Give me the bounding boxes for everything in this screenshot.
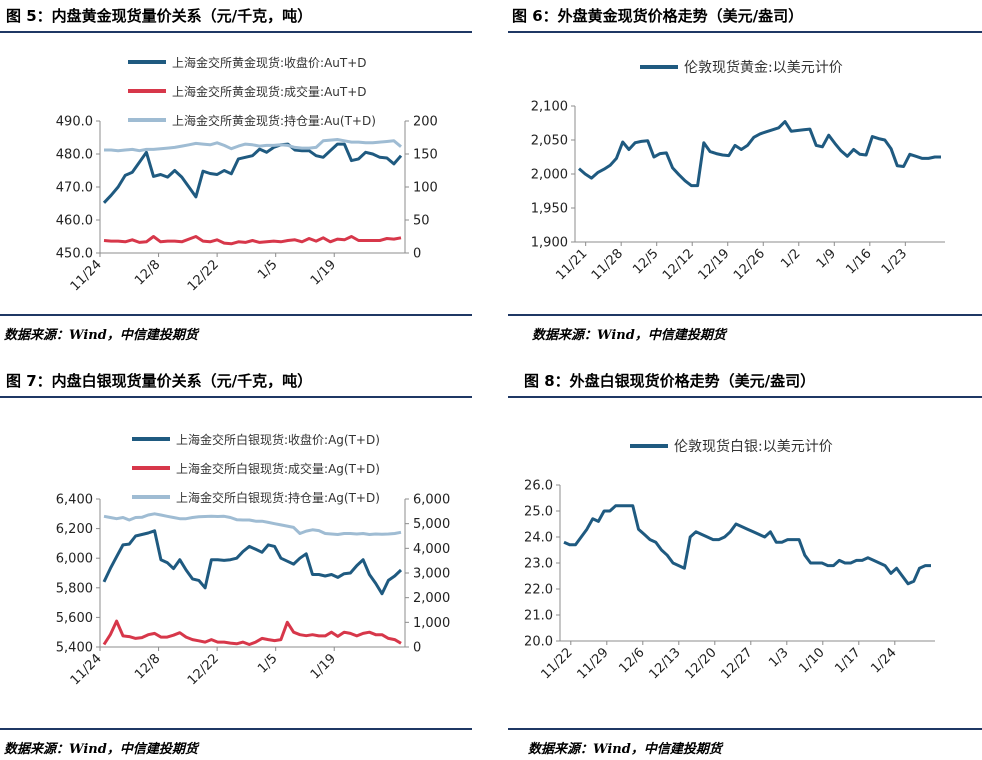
- panel-2-bottom-rule: [508, 314, 982, 316]
- p1-y-right-tick-label: 200: [413, 115, 438, 130]
- p4-y-left-tick-label: 24.0: [524, 531, 553, 546]
- p3-y-right-tick-label: 6,000: [413, 493, 450, 508]
- p3-y-right-tick-label: 5,000: [413, 517, 450, 532]
- p2-y-left-tick-label: 2,050: [531, 134, 568, 149]
- panel-2-title: 图 6：外盘黄金现货价格走势（美元/盎司）: [512, 7, 804, 25]
- p4-x-tick-label: 1/10: [796, 645, 827, 676]
- p1-y-left-tick-label: 480.0: [56, 148, 93, 163]
- p1-y-left-tick-label: 450.0: [56, 247, 93, 262]
- p4-y-left-tick-label: 23.0: [524, 557, 553, 572]
- p2-y-left-tick-label: 2,000: [531, 168, 568, 183]
- p1-series-line-1: [102, 142, 403, 204]
- panel-4-title: 图 8：外盘白银现货价格走势（美元/盎司）: [524, 372, 816, 390]
- p4-x-tick-label: 12/13: [647, 645, 684, 682]
- p3-y-left-tick-label: 6,400: [56, 493, 93, 508]
- p1-y-right-tick-label: 50: [413, 214, 430, 229]
- p3-series-line-2: [102, 619, 402, 646]
- p3-y-left-tick-label: 6,000: [56, 552, 93, 567]
- panel-4-source: 数据来源：Wind，中信建投期货: [528, 742, 722, 757]
- p3-y-left-tick-label: 5,800: [56, 581, 93, 596]
- p1-legend-label-2: 上海金交所黄金现货:成交量:AuT+D: [172, 84, 367, 99]
- p3-legend-label-1: 上海金交所白银现货:收盘价:Ag(T+D): [176, 432, 380, 447]
- p4-x-tick-label: 12/6: [616, 645, 647, 676]
- p4-y-left-tick-label: 21.0: [524, 609, 553, 624]
- p3-y-left-tick-label: 6,200: [56, 522, 93, 537]
- p3-series-line-3: [103, 512, 402, 536]
- p1-legend-label-1: 上海金交所黄金现货:收盘价:AuT+D: [172, 55, 367, 70]
- p3-y-right-tick-label: 3,000: [413, 567, 450, 582]
- panel-1-source: 数据来源：Wind，中信建投期货: [4, 328, 198, 343]
- panel-1-title-rule: [0, 31, 472, 33]
- p3-legend-label-3: 上海金交所白银现货:持仓量:Ag(T+D): [176, 490, 380, 505]
- p4-x-tick-label: 1/24: [868, 645, 899, 676]
- p4-x-tick-label: 12/20: [683, 645, 720, 682]
- p3-y-right-tick-label: 4,000: [413, 542, 450, 557]
- panel-2-source: 数据来源：Wind，中信建投期货: [532, 328, 726, 343]
- p1-series-line-3: [104, 138, 402, 153]
- panel-3-bottom-rule: [0, 728, 472, 730]
- p4-series-line-1: [563, 504, 931, 586]
- p4-y-left-tick-label: 25.0: [524, 505, 553, 520]
- p2-y-left-tick-label: 1,950: [531, 202, 568, 217]
- panel-3-title-rule: [0, 396, 472, 398]
- p3-series-line-1: [102, 529, 403, 596]
- p3-y-right-tick-label: 1,000: [413, 616, 450, 631]
- p4-x-tick-label: 1/17: [832, 645, 863, 676]
- panel-4-title-rule: [508, 396, 982, 398]
- p4-legend-label-1: 伦敦现货白银:以美元计价: [674, 438, 833, 455]
- panel-3-source: 数据来源：Wind，中信建投期货: [4, 742, 198, 757]
- p4-y-left-tick-label: 26.0: [524, 479, 553, 494]
- p1-y-left-tick-label: 490.0: [56, 115, 93, 130]
- panel-1-title: 图 5：内盘黄金现货量价关系（元/千克，吨）: [6, 7, 313, 25]
- p4-y-left-tick-label: 22.0: [524, 583, 553, 598]
- p2-y-left-tick-label: 2,100: [531, 100, 568, 115]
- p3-legend-label-2: 上海金交所白银现货:成交量:Ag(T+D): [176, 461, 380, 476]
- p1-y-left-tick-label: 460.0: [56, 214, 93, 229]
- p2-series-line-1: [578, 120, 941, 188]
- p3-y-left-tick-label: 5,400: [56, 641, 93, 656]
- p1-y-right-tick-label: 150: [413, 148, 438, 163]
- p2-legend-label-1: 伦敦现货黄金:以美元计价: [684, 59, 843, 76]
- p3-y-left-tick-label: 5,600: [56, 611, 93, 626]
- panel-1-bottom-rule: [0, 314, 472, 316]
- p1-series-line-2: [103, 235, 402, 246]
- p4-x-tick-label: 1/3: [766, 645, 791, 670]
- panel-4-bottom-rule: [508, 728, 982, 730]
- p1-y-right-tick-label: 100: [413, 181, 438, 196]
- p4-y-left-tick-label: 20.0: [524, 635, 553, 650]
- p4-x-tick-label: 12/27: [719, 645, 756, 682]
- p3-y-right-tick-label: 2,000: [413, 591, 450, 606]
- p1-y-left-tick-label: 470.0: [56, 181, 93, 196]
- panel-2-title-rule: [508, 31, 982, 33]
- p4-x-tick-label: 11/29: [575, 645, 612, 682]
- p1-y-right-tick-label: 0: [413, 247, 421, 262]
- p3-y-right-tick-label: 0: [413, 641, 421, 656]
- p4-x-tick-label: 11/22: [539, 645, 576, 682]
- p2-y-left-tick-label: 1,900: [531, 236, 568, 251]
- p1-legend-label-3: 上海金交所黄金现货:持仓量:Au(T+D): [172, 113, 376, 128]
- panel-3-title: 图 7：内盘白银现货量价关系（元/千克，吨）: [6, 372, 313, 390]
